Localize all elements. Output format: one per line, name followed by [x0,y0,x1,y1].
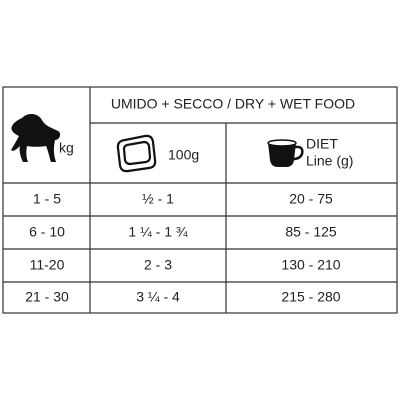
table-cell: ½ - 1 [142,191,174,207]
table-cell: 6 - 10 [29,224,65,240]
table-cell: 3 ¼ - 4 [136,289,180,305]
table-cell: 215 - 280 [281,289,340,305]
table-cell: 20 - 75 [289,191,333,207]
table-cell: 11-20 [30,257,65,273]
cup-icon [267,139,304,167]
table-grid [2,86,398,314]
table-cell: 2 - 3 [144,257,172,273]
weight-label: kg [59,140,74,156]
dry-label: Line (g) [306,153,353,169]
dog-icon [11,114,61,162]
table-cell: 1 - 5 [33,191,61,207]
dry-label: DIET [306,136,338,152]
table-cell: 21 - 30 [25,289,69,305]
table-border [2,86,398,314]
header-title: UMIDO + SECCO / DRY + WET FOOD [111,96,355,112]
table-cell: 130 - 210 [281,257,340,273]
can-icon [116,134,157,173]
wet-label: 100g [168,147,199,163]
table-cell: 85 - 125 [285,224,337,240]
table-cell: 1 ¼ - 1 ¾ [128,224,187,240]
